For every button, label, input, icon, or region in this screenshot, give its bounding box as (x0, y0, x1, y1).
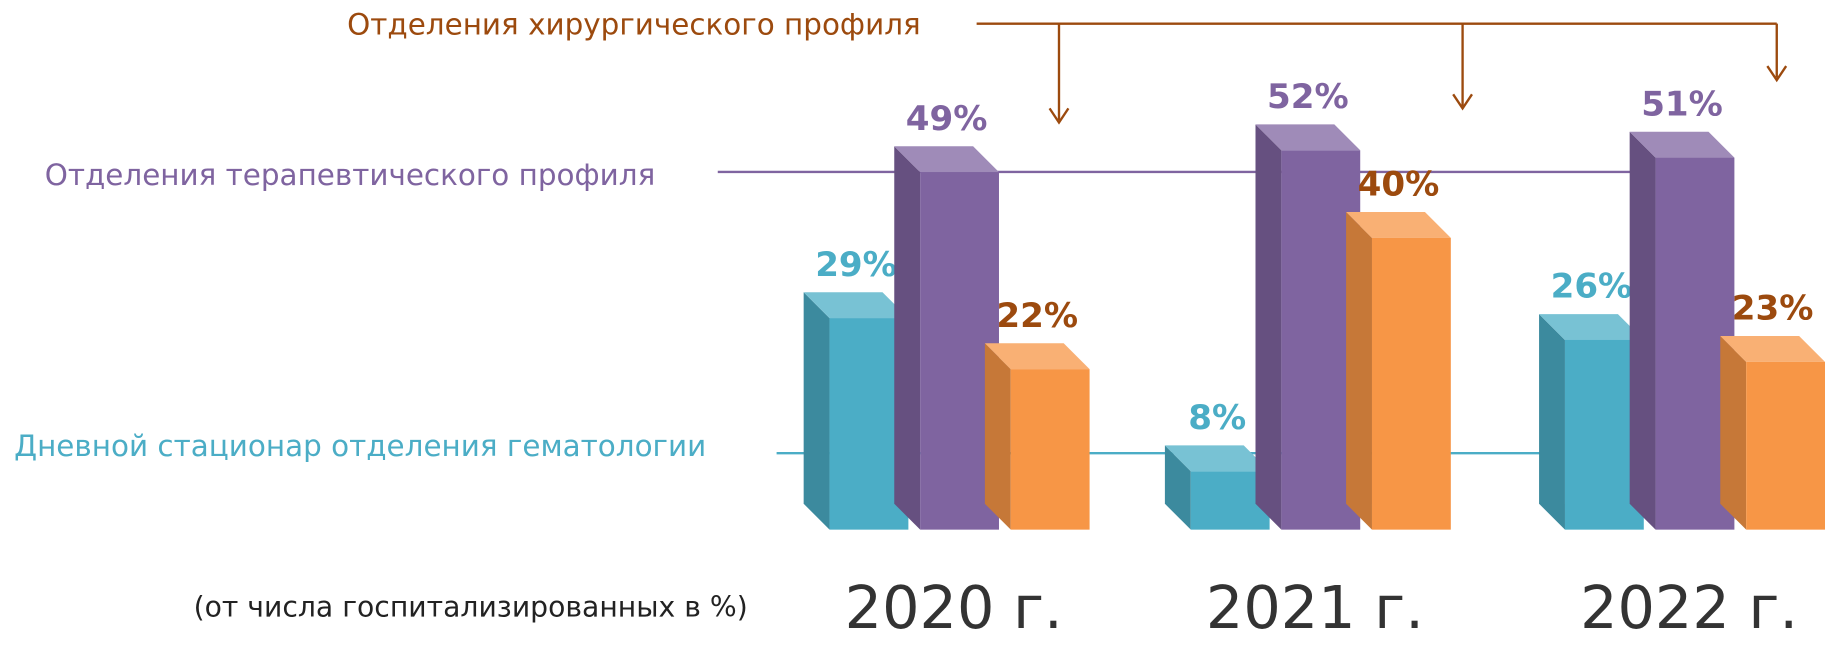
x-tick-label: 2021 г. (1206, 573, 1424, 642)
value-label: 29% (815, 245, 897, 285)
bar (1010, 369, 1090, 530)
bar-side (984, 343, 1011, 530)
x-tick-label: 2020 г. (845, 573, 1063, 642)
value-label: 22% (996, 296, 1078, 336)
bar-side (1629, 131, 1656, 530)
x-tick-label: 2022 г. (1580, 573, 1798, 642)
bar-side (894, 146, 921, 530)
bar-top (1720, 335, 1825, 362)
bar-top (894, 146, 999, 173)
bar-top (1255, 124, 1361, 151)
bar-top (1539, 314, 1644, 340)
bar-side (1346, 211, 1372, 530)
bar-top (803, 292, 909, 319)
value-label: 8% (1188, 398, 1246, 438)
bar (1746, 361, 1825, 530)
value-label: 49% (906, 99, 988, 139)
bar-side (1164, 445, 1191, 530)
legend-label: Дневной стационар отделения гематологии (14, 429, 706, 463)
legend-label: Отделения хирургического профиля (347, 8, 921, 42)
value-label: 23% (1732, 289, 1814, 329)
value-label: 40% (1358, 165, 1440, 205)
bar-top (1629, 131, 1735, 158)
bar-top (1346, 211, 1451, 238)
legend-label: Отделения терапевтического профиля (45, 158, 656, 192)
value-label: 26% (1551, 267, 1633, 307)
bar-side (1255, 124, 1282, 530)
note-box: (от числа госпитализированных в %) (193, 590, 748, 624)
bar (1371, 237, 1451, 530)
value-label: 51% (1641, 84, 1723, 124)
bar-side (803, 292, 830, 530)
value-label: 52% (1267, 77, 1349, 117)
bar-top (984, 343, 1090, 370)
surgery-leader (976, 22, 1778, 121)
subtitle: (от числа госпитализированных в %) (193, 590, 748, 624)
bar-side (1720, 335, 1747, 530)
bar-top (1164, 445, 1270, 472)
arrow-heads (1048, 65, 1788, 125)
bar-side (1539, 314, 1565, 530)
